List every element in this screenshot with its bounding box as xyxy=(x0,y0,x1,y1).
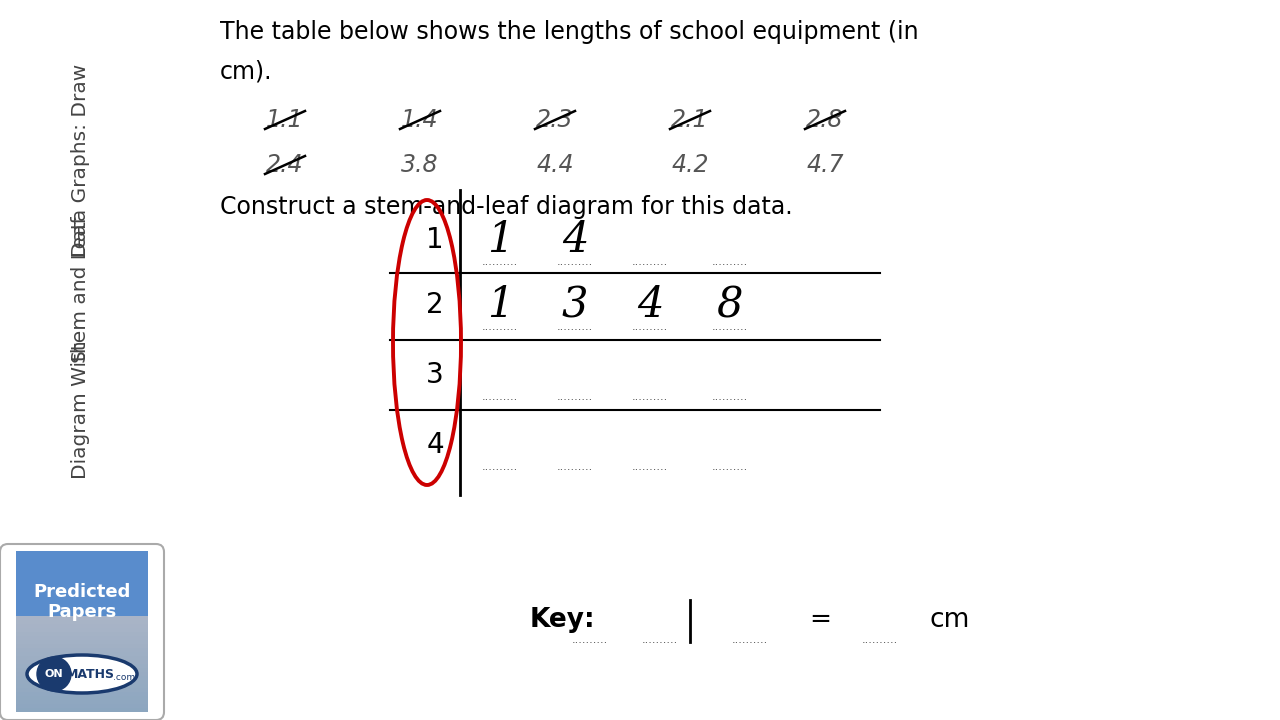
Text: 2.4: 2.4 xyxy=(266,153,303,177)
Text: cm).: cm). xyxy=(220,60,273,84)
Bar xyxy=(15,699,148,704)
Text: 1.1: 1.1 xyxy=(266,108,303,132)
Bar xyxy=(15,639,148,644)
Text: 1: 1 xyxy=(486,284,513,326)
Text: 3: 3 xyxy=(426,361,444,389)
Bar xyxy=(15,563,148,568)
Bar xyxy=(15,615,148,620)
Bar xyxy=(15,631,148,636)
Text: ..........: .......... xyxy=(481,462,518,472)
Text: ..........: .......... xyxy=(632,462,668,472)
Text: ..........: .......... xyxy=(572,635,608,645)
Bar xyxy=(15,575,148,580)
Bar xyxy=(15,579,148,584)
Bar xyxy=(15,567,148,572)
Text: 2.8: 2.8 xyxy=(806,108,844,132)
Bar xyxy=(15,683,148,688)
Text: ON: ON xyxy=(45,669,63,679)
Text: 4: 4 xyxy=(426,431,444,459)
Bar xyxy=(15,587,148,592)
Text: =: = xyxy=(809,607,831,633)
Circle shape xyxy=(37,657,70,691)
Bar xyxy=(15,611,148,616)
Bar xyxy=(15,679,148,684)
Bar xyxy=(15,591,148,596)
Text: ..........: .......... xyxy=(557,392,593,402)
Bar xyxy=(15,687,148,692)
Text: Data Graphs: Draw: Data Graphs: Draw xyxy=(70,63,90,256)
Text: ..........: .......... xyxy=(712,392,748,402)
Bar xyxy=(15,675,148,680)
Text: MATHS: MATHS xyxy=(65,667,114,680)
Bar xyxy=(15,607,148,612)
Text: Diagram With: Diagram With xyxy=(70,341,90,480)
Text: ..........: .......... xyxy=(557,322,593,332)
Text: 2: 2 xyxy=(426,291,444,319)
Text: Construct a stem-and-leaf diagram for this data.: Construct a stem-and-leaf diagram for th… xyxy=(220,195,792,219)
Text: 4: 4 xyxy=(562,219,589,261)
Text: 1: 1 xyxy=(486,219,513,261)
Bar xyxy=(15,655,148,660)
Text: 3: 3 xyxy=(562,284,589,326)
Text: 1.4: 1.4 xyxy=(401,108,439,132)
Bar xyxy=(15,555,148,560)
Text: Key:: Key: xyxy=(530,607,595,633)
Ellipse shape xyxy=(27,655,137,693)
Bar xyxy=(15,571,148,576)
Bar xyxy=(15,667,148,672)
Text: ..........: .......... xyxy=(712,257,748,267)
Text: ..........: .......... xyxy=(481,257,518,267)
Bar xyxy=(15,671,148,676)
Text: 2.3: 2.3 xyxy=(536,108,573,132)
Text: 4.7: 4.7 xyxy=(806,153,844,177)
Bar xyxy=(15,627,148,632)
Text: 1: 1 xyxy=(426,226,444,254)
Bar xyxy=(15,647,148,652)
Bar xyxy=(15,619,148,624)
Text: ..........: .......... xyxy=(641,635,678,645)
Bar xyxy=(15,635,148,640)
Bar xyxy=(15,691,148,696)
Text: 4.2: 4.2 xyxy=(671,153,709,177)
Text: 2.1: 2.1 xyxy=(671,108,709,132)
Text: 3.8: 3.8 xyxy=(401,153,439,177)
Bar xyxy=(15,707,148,712)
Text: ..........: .......... xyxy=(557,257,593,267)
Bar xyxy=(15,623,148,628)
Bar xyxy=(15,663,148,668)
Text: 8: 8 xyxy=(717,284,744,326)
Bar xyxy=(15,583,148,588)
Bar xyxy=(15,603,148,608)
Text: ..........: .......... xyxy=(632,392,668,402)
Text: cm: cm xyxy=(929,607,970,633)
Text: The table below shows the lengths of school equipment (in: The table below shows the lengths of sch… xyxy=(220,20,919,44)
Text: ..........: .......... xyxy=(861,635,899,645)
Text: ..........: .......... xyxy=(712,462,748,472)
Text: .com: .com xyxy=(113,673,136,683)
Text: ..........: .......... xyxy=(557,462,593,472)
Text: ..........: .......... xyxy=(481,392,518,402)
Text: 4.4: 4.4 xyxy=(536,153,573,177)
Text: ..........: .......... xyxy=(712,322,748,332)
Bar xyxy=(15,695,148,700)
Bar xyxy=(15,703,148,708)
Text: Predicted
Papers: Predicted Papers xyxy=(33,582,131,621)
Text: 4: 4 xyxy=(636,284,663,326)
Text: ..........: .......... xyxy=(632,322,668,332)
Bar xyxy=(15,595,148,600)
Bar xyxy=(15,599,148,604)
Bar xyxy=(15,651,148,656)
Text: ..........: .......... xyxy=(732,635,768,645)
Bar xyxy=(15,559,148,564)
Text: Stem and Leaf: Stem and Leaf xyxy=(70,217,90,364)
Text: ..........: .......... xyxy=(481,322,518,332)
Bar xyxy=(15,659,148,664)
Bar xyxy=(15,551,148,556)
Bar xyxy=(15,643,148,648)
Text: ..........: .......... xyxy=(632,257,668,267)
